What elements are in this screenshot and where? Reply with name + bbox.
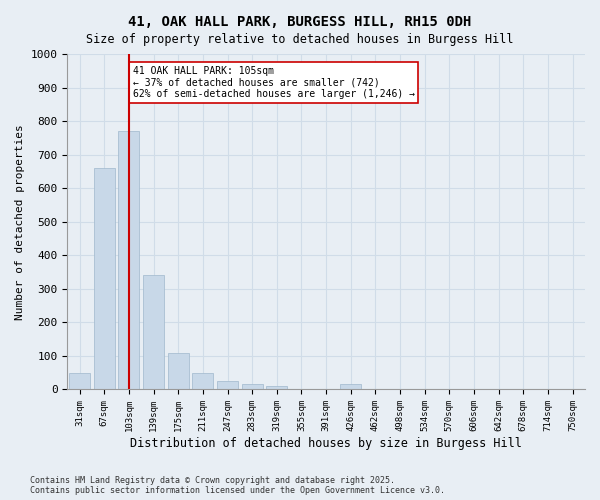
Bar xyxy=(217,381,238,390)
Bar xyxy=(242,384,263,390)
Bar xyxy=(266,386,287,390)
Bar xyxy=(143,276,164,390)
Bar xyxy=(340,384,361,390)
X-axis label: Distribution of detached houses by size in Burgess Hill: Distribution of detached houses by size … xyxy=(130,437,522,450)
Text: 41, OAK HALL PARK, BURGESS HILL, RH15 0DH: 41, OAK HALL PARK, BURGESS HILL, RH15 0D… xyxy=(128,15,472,29)
Bar xyxy=(118,131,139,390)
Text: 41 OAK HALL PARK: 105sqm
← 37% of detached houses are smaller (742)
62% of semi-: 41 OAK HALL PARK: 105sqm ← 37% of detach… xyxy=(133,66,415,99)
Bar xyxy=(94,168,115,390)
Text: Size of property relative to detached houses in Burgess Hill: Size of property relative to detached ho… xyxy=(86,32,514,46)
Bar xyxy=(193,372,214,390)
Bar xyxy=(69,372,90,390)
Y-axis label: Number of detached properties: Number of detached properties xyxy=(15,124,25,320)
Bar xyxy=(168,352,188,390)
Text: Contains HM Land Registry data © Crown copyright and database right 2025.
Contai: Contains HM Land Registry data © Crown c… xyxy=(30,476,445,495)
